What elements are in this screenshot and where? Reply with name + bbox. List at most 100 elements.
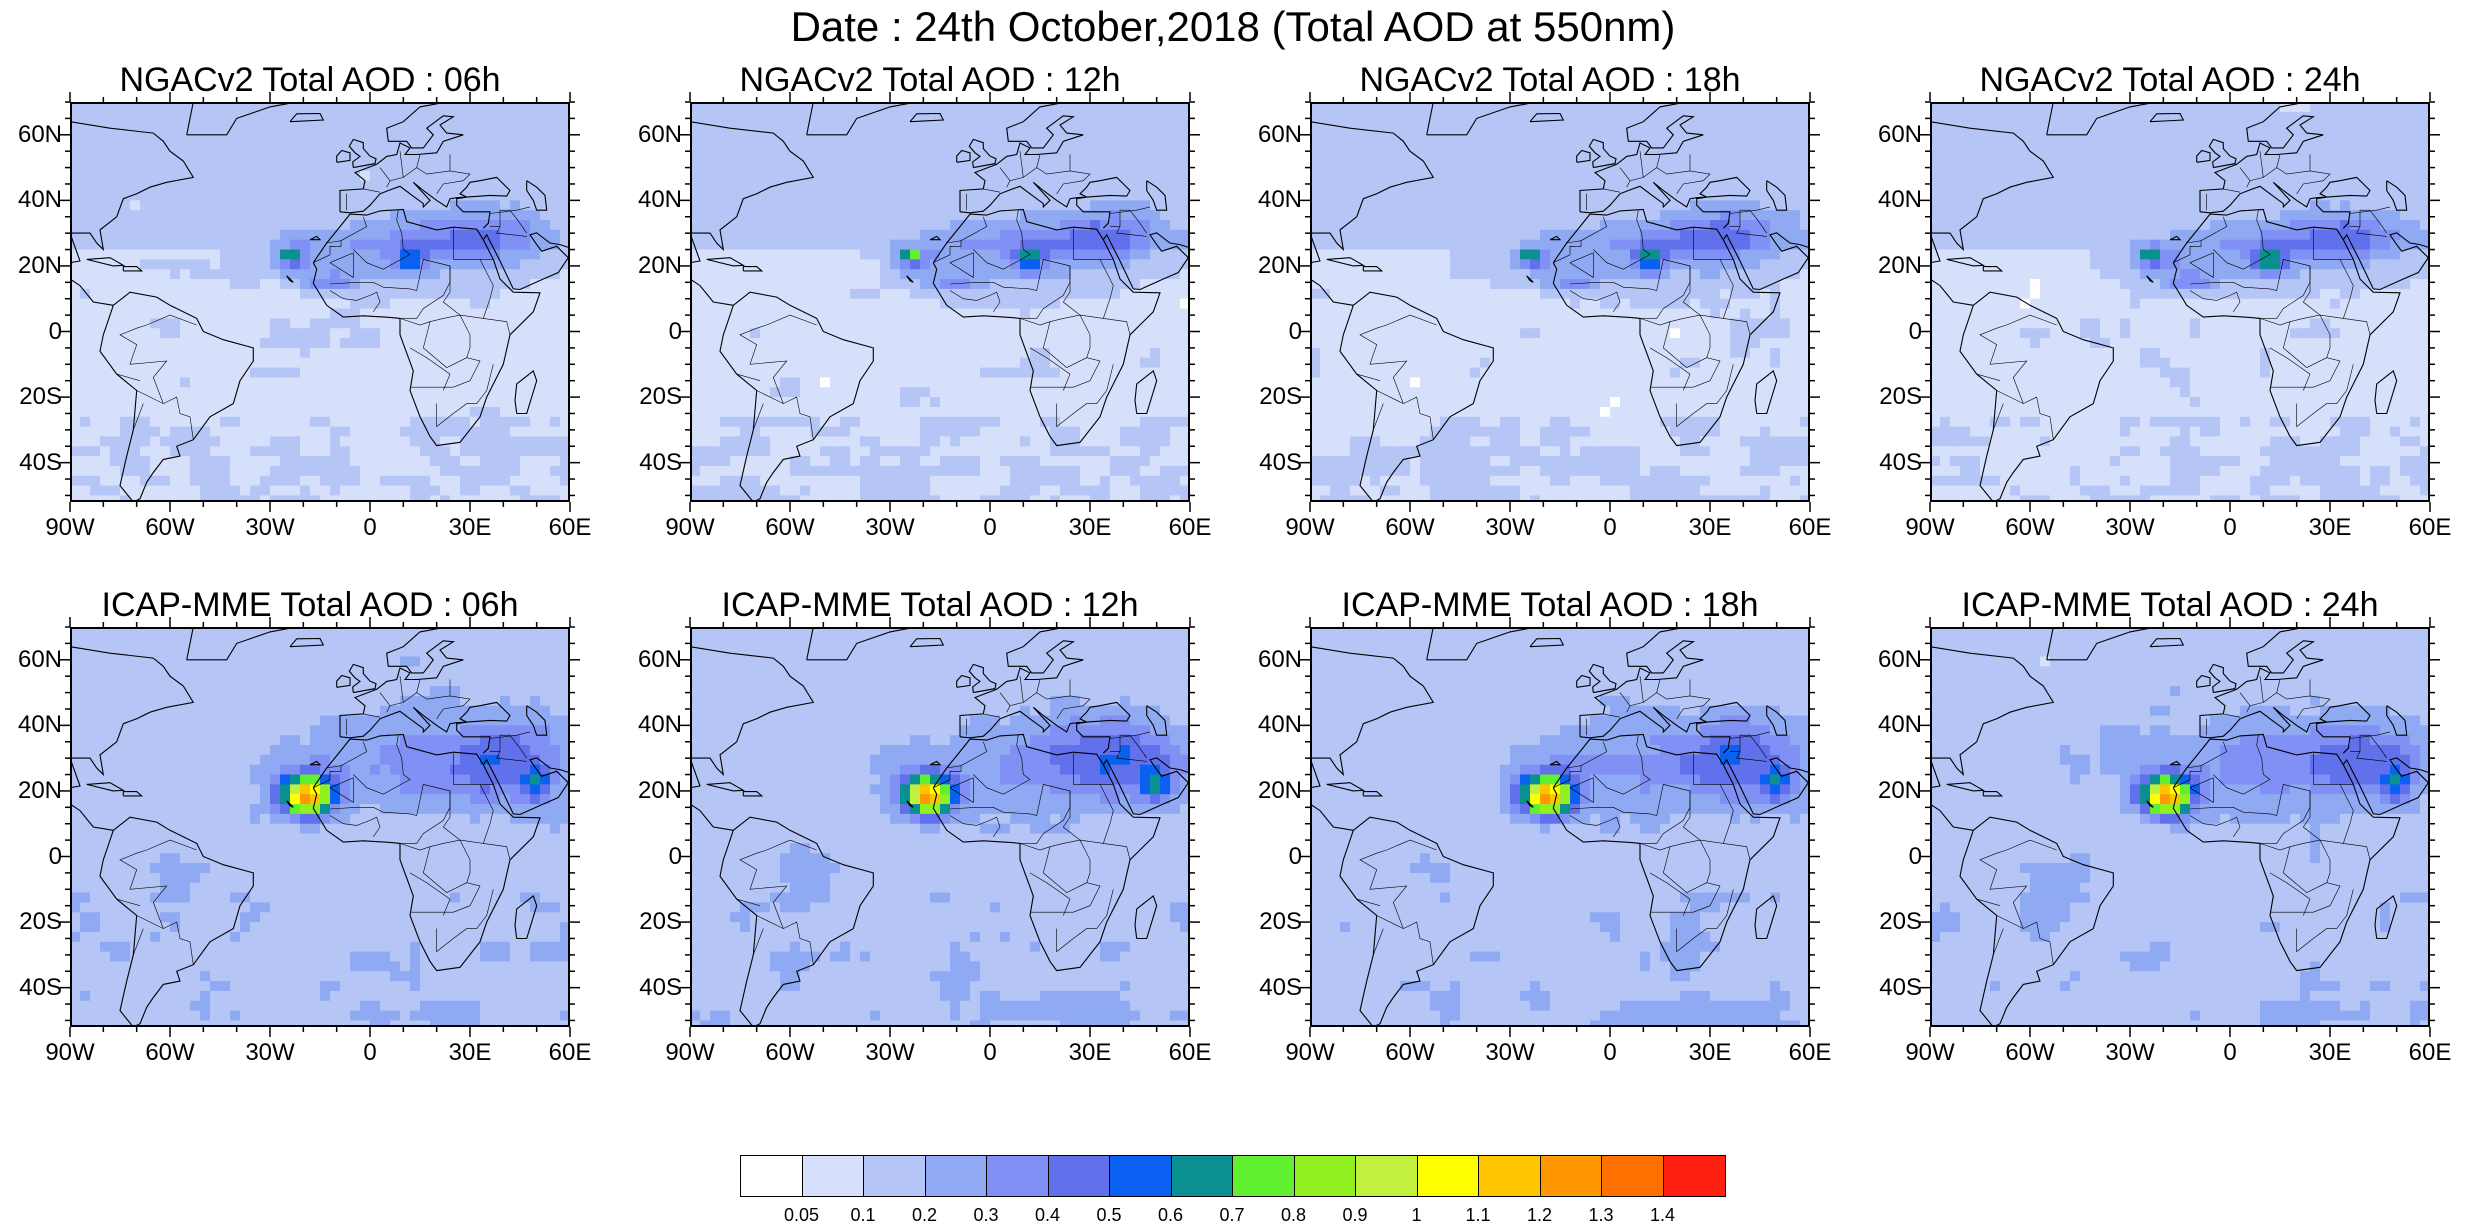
figure-title: Date : 24th October,2018 (Total AOD at 5…	[0, 2, 2466, 52]
lat-tick-label: 40N	[622, 713, 682, 737]
aod-colorbar	[740, 1155, 1726, 1197]
lat-tick-label: 40S	[622, 451, 682, 475]
lat-tick-label: 40N	[2, 713, 62, 737]
lat-tick-label: 20N	[1242, 254, 1302, 278]
lon-tick-label: 30W	[850, 1041, 930, 1065]
colorbar-label: 1	[1387, 1205, 1447, 1225]
colorbar-swatch	[741, 1156, 803, 1196]
lon-tick-label: 0	[950, 1041, 1030, 1065]
lon-tick-label: 30E	[1670, 1041, 1750, 1065]
colorbar-swatch	[1664, 1156, 1726, 1196]
colorbar-swatch	[1418, 1156, 1480, 1196]
lon-tick-label: 0	[330, 1041, 410, 1065]
lat-tick-label: 40N	[2, 188, 62, 212]
lon-tick-label: 30W	[1470, 1041, 1550, 1065]
lon-tick-label: 0	[330, 516, 410, 540]
lon-tick-label: 90W	[650, 1041, 730, 1065]
lat-tick-label: 0	[622, 845, 682, 869]
lat-tick-label: 20S	[622, 910, 682, 934]
lon-tick-label: 60W	[750, 1041, 830, 1065]
colorbar-swatch	[1110, 1156, 1172, 1196]
colorbar-label: 1.2	[1510, 1205, 1570, 1225]
lon-tick-label: 60W	[1370, 1041, 1450, 1065]
lat-tick-label: 0	[622, 320, 682, 344]
lon-tick-label: 90W	[1270, 1041, 1350, 1065]
colorbar-label: 0.2	[895, 1205, 955, 1225]
lat-tick-label: 0	[1242, 845, 1302, 869]
lon-tick-label: 60W	[750, 516, 830, 540]
lon-tick-label: 60E	[2390, 516, 2466, 540]
colorbar-label: 0.5	[1079, 1205, 1139, 1225]
colorbar-label: 0.7	[1202, 1205, 1262, 1225]
lat-tick-label: 20S	[2, 385, 62, 409]
lon-tick-label: 0	[950, 516, 1030, 540]
colorbar-label: 0.05	[772, 1205, 832, 1225]
lat-tick-label: 20S	[1862, 910, 1922, 934]
lat-tick-label: 20N	[2, 254, 62, 278]
colorbar-swatch	[1602, 1156, 1664, 1196]
lon-tick-label: 30W	[230, 516, 310, 540]
colorbar-label: 1.3	[1571, 1205, 1631, 1225]
lat-tick-label: 0	[2, 845, 62, 869]
lon-tick-label: 30W	[850, 516, 930, 540]
lat-tick-label: 20S	[2, 910, 62, 934]
lat-tick-label: 20S	[1862, 385, 1922, 409]
lon-tick-label: 60E	[530, 1041, 610, 1065]
lon-tick-label: 60W	[1370, 516, 1450, 540]
lon-tick-label: 60E	[1770, 516, 1850, 540]
lon-tick-label: 90W	[30, 1041, 110, 1065]
colorbar-swatch	[1479, 1156, 1541, 1196]
colorbar-label: 0.9	[1325, 1205, 1385, 1225]
colorbar-swatch	[1295, 1156, 1357, 1196]
colorbar-swatch	[1172, 1156, 1234, 1196]
lon-tick-label: 60W	[130, 516, 210, 540]
lat-tick-label: 60N	[2, 648, 62, 672]
colorbar-swatch	[1356, 1156, 1418, 1196]
lon-tick-label: 60E	[2390, 1041, 2466, 1065]
lon-tick-label: 30E	[1050, 516, 1130, 540]
lat-tick-label: 20N	[1242, 779, 1302, 803]
lat-tick-label: 40N	[1862, 188, 1922, 212]
lon-tick-label: 60E	[1150, 1041, 1230, 1065]
lat-tick-label: 40S	[1242, 976, 1302, 1000]
lon-tick-label: 30E	[430, 516, 510, 540]
lon-tick-label: 30E	[2290, 1041, 2370, 1065]
lon-tick-label: 0	[1570, 516, 1650, 540]
lon-tick-label: 60E	[1150, 516, 1230, 540]
colorbar-label: 0.3	[956, 1205, 1016, 1225]
lon-tick-label: 0	[1570, 1041, 1650, 1065]
lat-tick-label: 20S	[1242, 385, 1302, 409]
lat-tick-label: 40N	[1862, 713, 1922, 737]
lat-tick-label: 60N	[1242, 123, 1302, 147]
colorbar-label: 0.8	[1264, 1205, 1324, 1225]
lon-tick-label: 90W	[1890, 516, 1970, 540]
lat-tick-label: 60N	[1242, 648, 1302, 672]
lon-tick-label: 30E	[1050, 1041, 1130, 1065]
lat-tick-label: 0	[1242, 320, 1302, 344]
lon-tick-label: 60W	[1990, 1041, 2070, 1065]
colorbar-swatch	[987, 1156, 1049, 1196]
lon-tick-label: 30E	[2290, 516, 2370, 540]
lat-tick-label: 20N	[2, 779, 62, 803]
lon-tick-label: 60W	[130, 1041, 210, 1065]
colorbar-swatch	[926, 1156, 988, 1196]
colorbar-label: 0.6	[1141, 1205, 1201, 1225]
lat-tick-label: 40S	[622, 976, 682, 1000]
lat-tick-label: 40N	[622, 188, 682, 212]
lat-tick-label: 20S	[1242, 910, 1302, 934]
lon-tick-label: 60E	[530, 516, 610, 540]
lat-tick-label: 0	[1862, 845, 1922, 869]
lat-tick-label: 0	[1862, 320, 1922, 344]
lon-tick-label: 30W	[2090, 1041, 2170, 1065]
lat-tick-label: 60N	[2, 123, 62, 147]
lat-tick-label: 20N	[622, 254, 682, 278]
lat-tick-label: 40S	[1242, 451, 1302, 475]
